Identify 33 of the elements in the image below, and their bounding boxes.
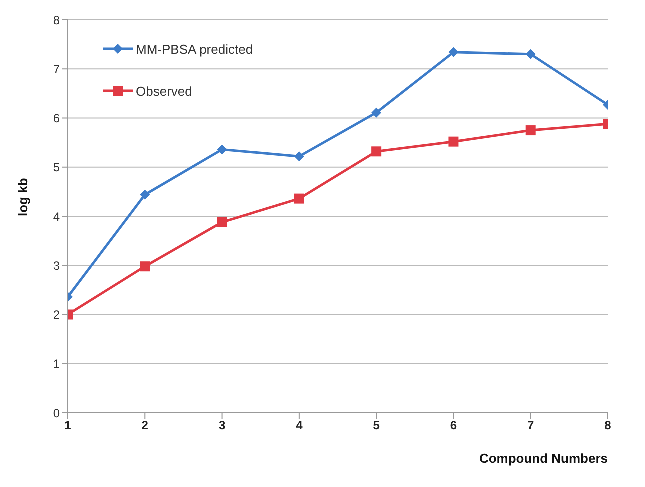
- point: [526, 126, 536, 136]
- point: [140, 262, 150, 272]
- point: [448, 47, 459, 58]
- point: [526, 49, 536, 60]
- legend-label: MM-PBSA predicted: [136, 42, 254, 56]
- x-tick-label: 1: [64, 418, 72, 433]
- y-tick-label: 5: [53, 160, 60, 175]
- x-axis-title: Compound Numbers: [479, 451, 608, 466]
- y-tick-label: 7: [53, 62, 60, 76]
- y-tick-label: 8: [53, 13, 60, 28]
- point: [217, 217, 228, 228]
- point: [294, 194, 304, 204]
- point: [448, 136, 459, 147]
- y-tick-label: 0: [53, 406, 60, 420]
- y-tick-label: 6: [53, 112, 60, 126]
- x-tick-label: 8: [604, 418, 612, 433]
- x-tick-label: 3: [218, 418, 226, 433]
- y-tick-label: 1: [53, 357, 60, 372]
- x-tick-label: 6: [450, 418, 458, 433]
- x-tick-label: 2: [142, 418, 149, 433]
- x-tick-label: 7: [528, 418, 535, 433]
- x-tick-label: 4: [296, 418, 304, 433]
- point: [294, 152, 304, 162]
- legend-label: Observed: [136, 84, 192, 98]
- x-tick-label: 5: [373, 418, 380, 433]
- y-tick-label: 4: [53, 210, 60, 224]
- y-tick-label: 2: [53, 308, 60, 322]
- point: [140, 190, 150, 200]
- point: [372, 146, 382, 157]
- point: [372, 108, 382, 118]
- y-tick-label: 3: [53, 258, 60, 273]
- y-axis-title: log kb: [16, 178, 31, 216]
- point: [217, 144, 228, 155]
